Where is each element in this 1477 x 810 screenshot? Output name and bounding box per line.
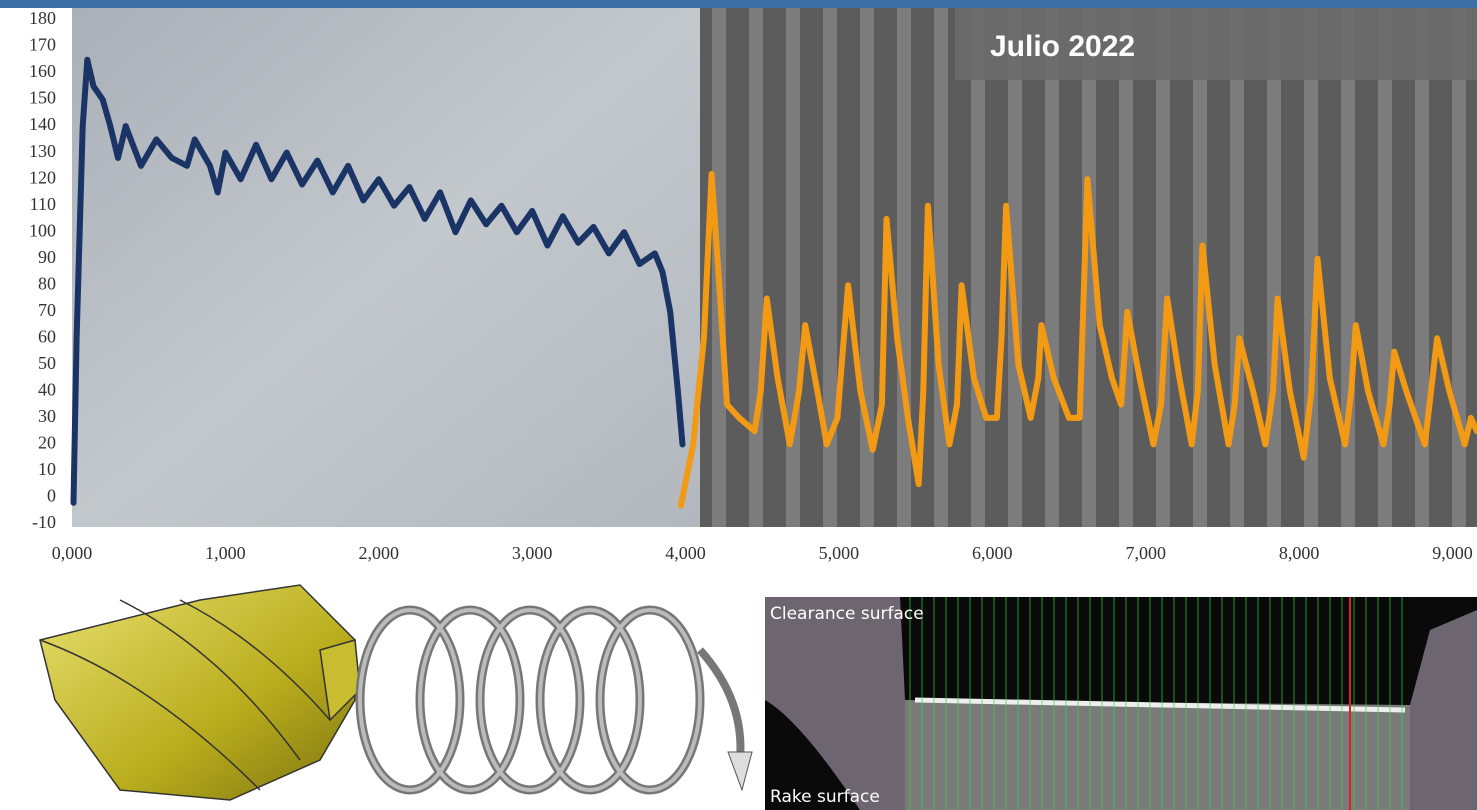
y-tick-label: 80 — [38, 273, 56, 293]
y-tick-label: 140 — [29, 114, 56, 134]
y-tick-label: 130 — [29, 141, 56, 161]
y-tick-label: 10 — [38, 459, 56, 479]
x-tick-label: 2,000 — [359, 543, 400, 563]
x-tick-label: 7,000 — [1125, 543, 1166, 563]
page: Julio 2022 -10 0 10 20 30 40 50 60 70 80 90 100 110 1… — [0, 0, 1477, 810]
stripe — [1415, 8, 1429, 527]
y-tick-label: 70 — [38, 300, 56, 320]
stripe — [971, 8, 985, 527]
micrograph: Clearance surface Rake surface — [765, 597, 1477, 810]
banner: Julio 2022 — [990, 30, 1135, 63]
stripe — [823, 8, 837, 527]
stripe — [1045, 8, 1059, 527]
rake-label: Rake surface — [770, 787, 880, 807]
y-tick-label: 50 — [38, 353, 56, 373]
stripe — [934, 8, 948, 527]
y-tick-label: 0 — [47, 486, 56, 506]
stripe — [786, 8, 800, 527]
y-tick-label: 170 — [29, 35, 56, 55]
x-tick-label: 3,000 — [512, 543, 553, 563]
y-tick-label: 110 — [30, 194, 56, 214]
y-tick-label: 20 — [38, 433, 56, 453]
y-tick-label: 180 — [29, 8, 56, 28]
y-tick-label: 60 — [38, 326, 56, 346]
y-tick-label: -10 — [32, 512, 56, 532]
y-tick-label: 120 — [29, 167, 56, 187]
x-tick-label: 8,000 — [1279, 543, 1320, 563]
clearance-label: Clearance surface — [770, 604, 924, 624]
x-tick-label: 4,000 — [665, 543, 706, 563]
stripe — [897, 8, 911, 527]
y-tick-label: 160 — [29, 61, 56, 81]
y-tick-label: 40 — [38, 379, 56, 399]
y-tick-label: 150 — [29, 88, 56, 108]
stripe — [1267, 8, 1281, 527]
y-tick-label: 90 — [38, 247, 56, 267]
stripes — [712, 8, 1466, 527]
stripe — [1230, 8, 1244, 527]
stripe — [1378, 8, 1392, 527]
x-tick-label: 0,000 — [52, 543, 93, 563]
x-tick-label: 5,000 — [819, 543, 860, 563]
x-tick-label: 1,000 — [205, 543, 246, 563]
y-tick-label: 30 — [38, 406, 56, 426]
stripe — [1452, 8, 1466, 527]
stripe — [1156, 8, 1170, 527]
top-bar — [0, 0, 1477, 8]
drill-illustration — [40, 585, 752, 800]
metal-background — [72, 8, 700, 527]
y-tick-label: 100 — [29, 220, 56, 240]
x-tick-label: 9,000 — [1432, 543, 1473, 563]
stripe — [1341, 8, 1355, 527]
x-tick-label: 6,000 — [972, 543, 1013, 563]
stripe — [749, 8, 763, 527]
stripe — [1119, 8, 1133, 527]
